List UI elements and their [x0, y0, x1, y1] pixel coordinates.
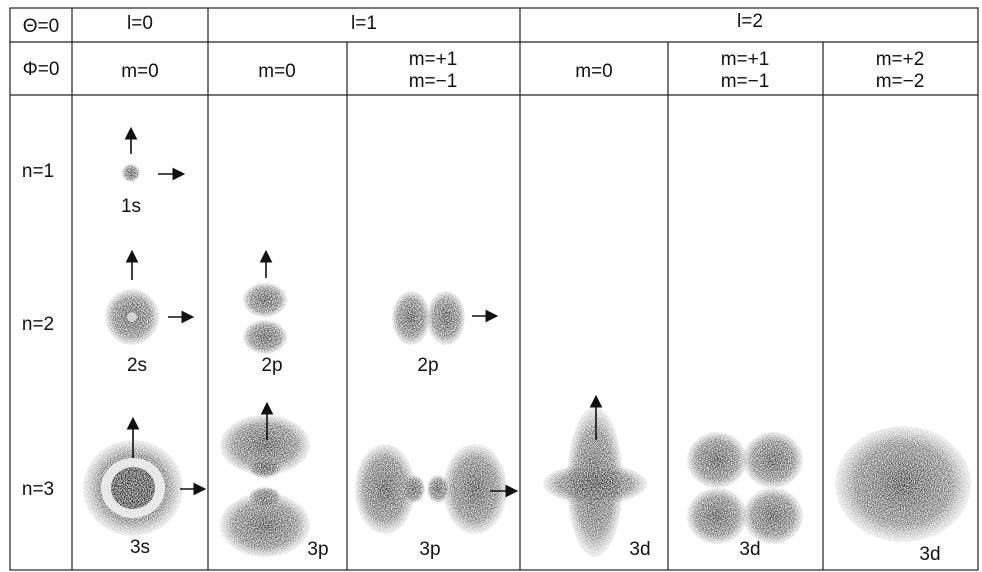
orbital-lobe [392, 291, 430, 345]
orbital-label: 2p [417, 355, 438, 376]
orbital-image [105, 289, 159, 345]
orbital-image [243, 283, 287, 354]
n-label: n=3 [22, 479, 54, 500]
orbital-lobe [122, 164, 140, 182]
m-label: m=0 [121, 61, 159, 82]
l-label: l=2 [737, 11, 763, 32]
m-label: m=+1 [409, 49, 458, 70]
orbital-label: 3d [629, 539, 650, 560]
orbital-lobe [403, 475, 425, 503]
orbital-lobe [687, 432, 747, 488]
orbital-label: 1s [121, 196, 141, 217]
orbital-table: Θ=0 Φ=0 l=0 l=1 l=2 m=0m=0m=+1m=−1m=0m=+… [0, 0, 982, 572]
l-label: l=1 [351, 13, 377, 34]
orbital-label: 2p [261, 355, 282, 376]
orbital-lobe [243, 320, 287, 354]
orbital-lobe [743, 432, 803, 488]
orbital-lobe [835, 426, 971, 542]
orbital-label: 3p [307, 539, 328, 560]
orbital-label: 3s [130, 537, 150, 558]
orbital-lobe [443, 444, 507, 534]
m-label: m=0 [575, 61, 613, 82]
m-label: m=0 [258, 61, 296, 82]
m-label: m=+1 [721, 49, 770, 70]
orbital-label: 2s [127, 355, 147, 376]
orbital-label: 3d [919, 544, 940, 565]
orbital-image [392, 291, 465, 345]
orbital-label: 3d [739, 539, 760, 560]
orbital-image [220, 415, 310, 557]
m-label: m=−1 [721, 71, 770, 92]
n-label: n=2 [22, 314, 54, 335]
m-label: m=−2 [876, 71, 925, 92]
orbital-lobe [243, 283, 287, 317]
m-label: m=−1 [409, 71, 458, 92]
orbital-lobe [743, 488, 803, 544]
orbital-image [122, 164, 140, 182]
orbital-lobe [427, 291, 465, 345]
m-label: m=+2 [876, 49, 925, 70]
orbital-lobe [687, 488, 747, 544]
orbital-image [835, 426, 971, 542]
orbital-image [355, 444, 507, 534]
orbital-lobe [220, 493, 310, 557]
orbital-label: 3p [419, 539, 440, 560]
orbital-lobe [543, 464, 647, 504]
orbital-node [127, 312, 137, 322]
theta-label: Θ=0 [23, 16, 59, 37]
phi-label: Φ=0 [23, 59, 60, 80]
orbital-image [687, 432, 803, 544]
orbital-image [543, 407, 647, 557]
orbital-core [111, 467, 155, 509]
n-label: n=1 [22, 161, 54, 182]
l-label: l=0 [127, 13, 153, 34]
orbital-lobe [249, 458, 281, 478]
